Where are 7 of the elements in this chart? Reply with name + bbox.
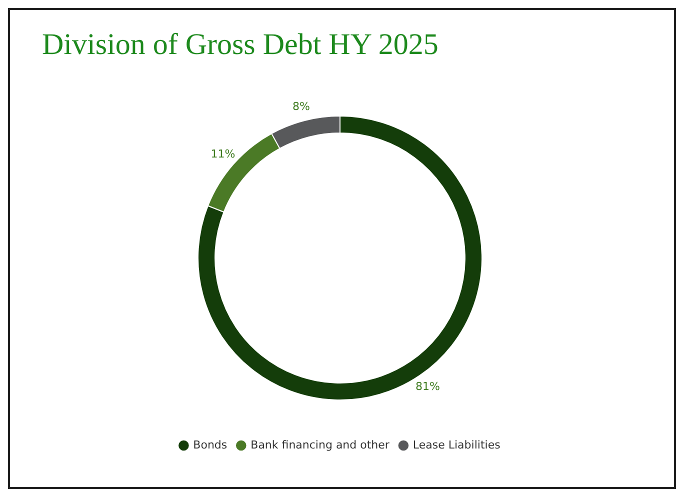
data-label: 8% <box>292 100 310 113</box>
legend-label: Bonds <box>193 438 228 452</box>
data-label: 11% <box>210 148 236 161</box>
legend-label: Lease Liabilities <box>412 438 501 452</box>
data-label: 81% <box>415 380 440 393</box>
legend-label: Bank financing and other <box>250 438 390 452</box>
chart-title: Division of Gross Debt HY 2025 <box>41 27 440 63</box>
